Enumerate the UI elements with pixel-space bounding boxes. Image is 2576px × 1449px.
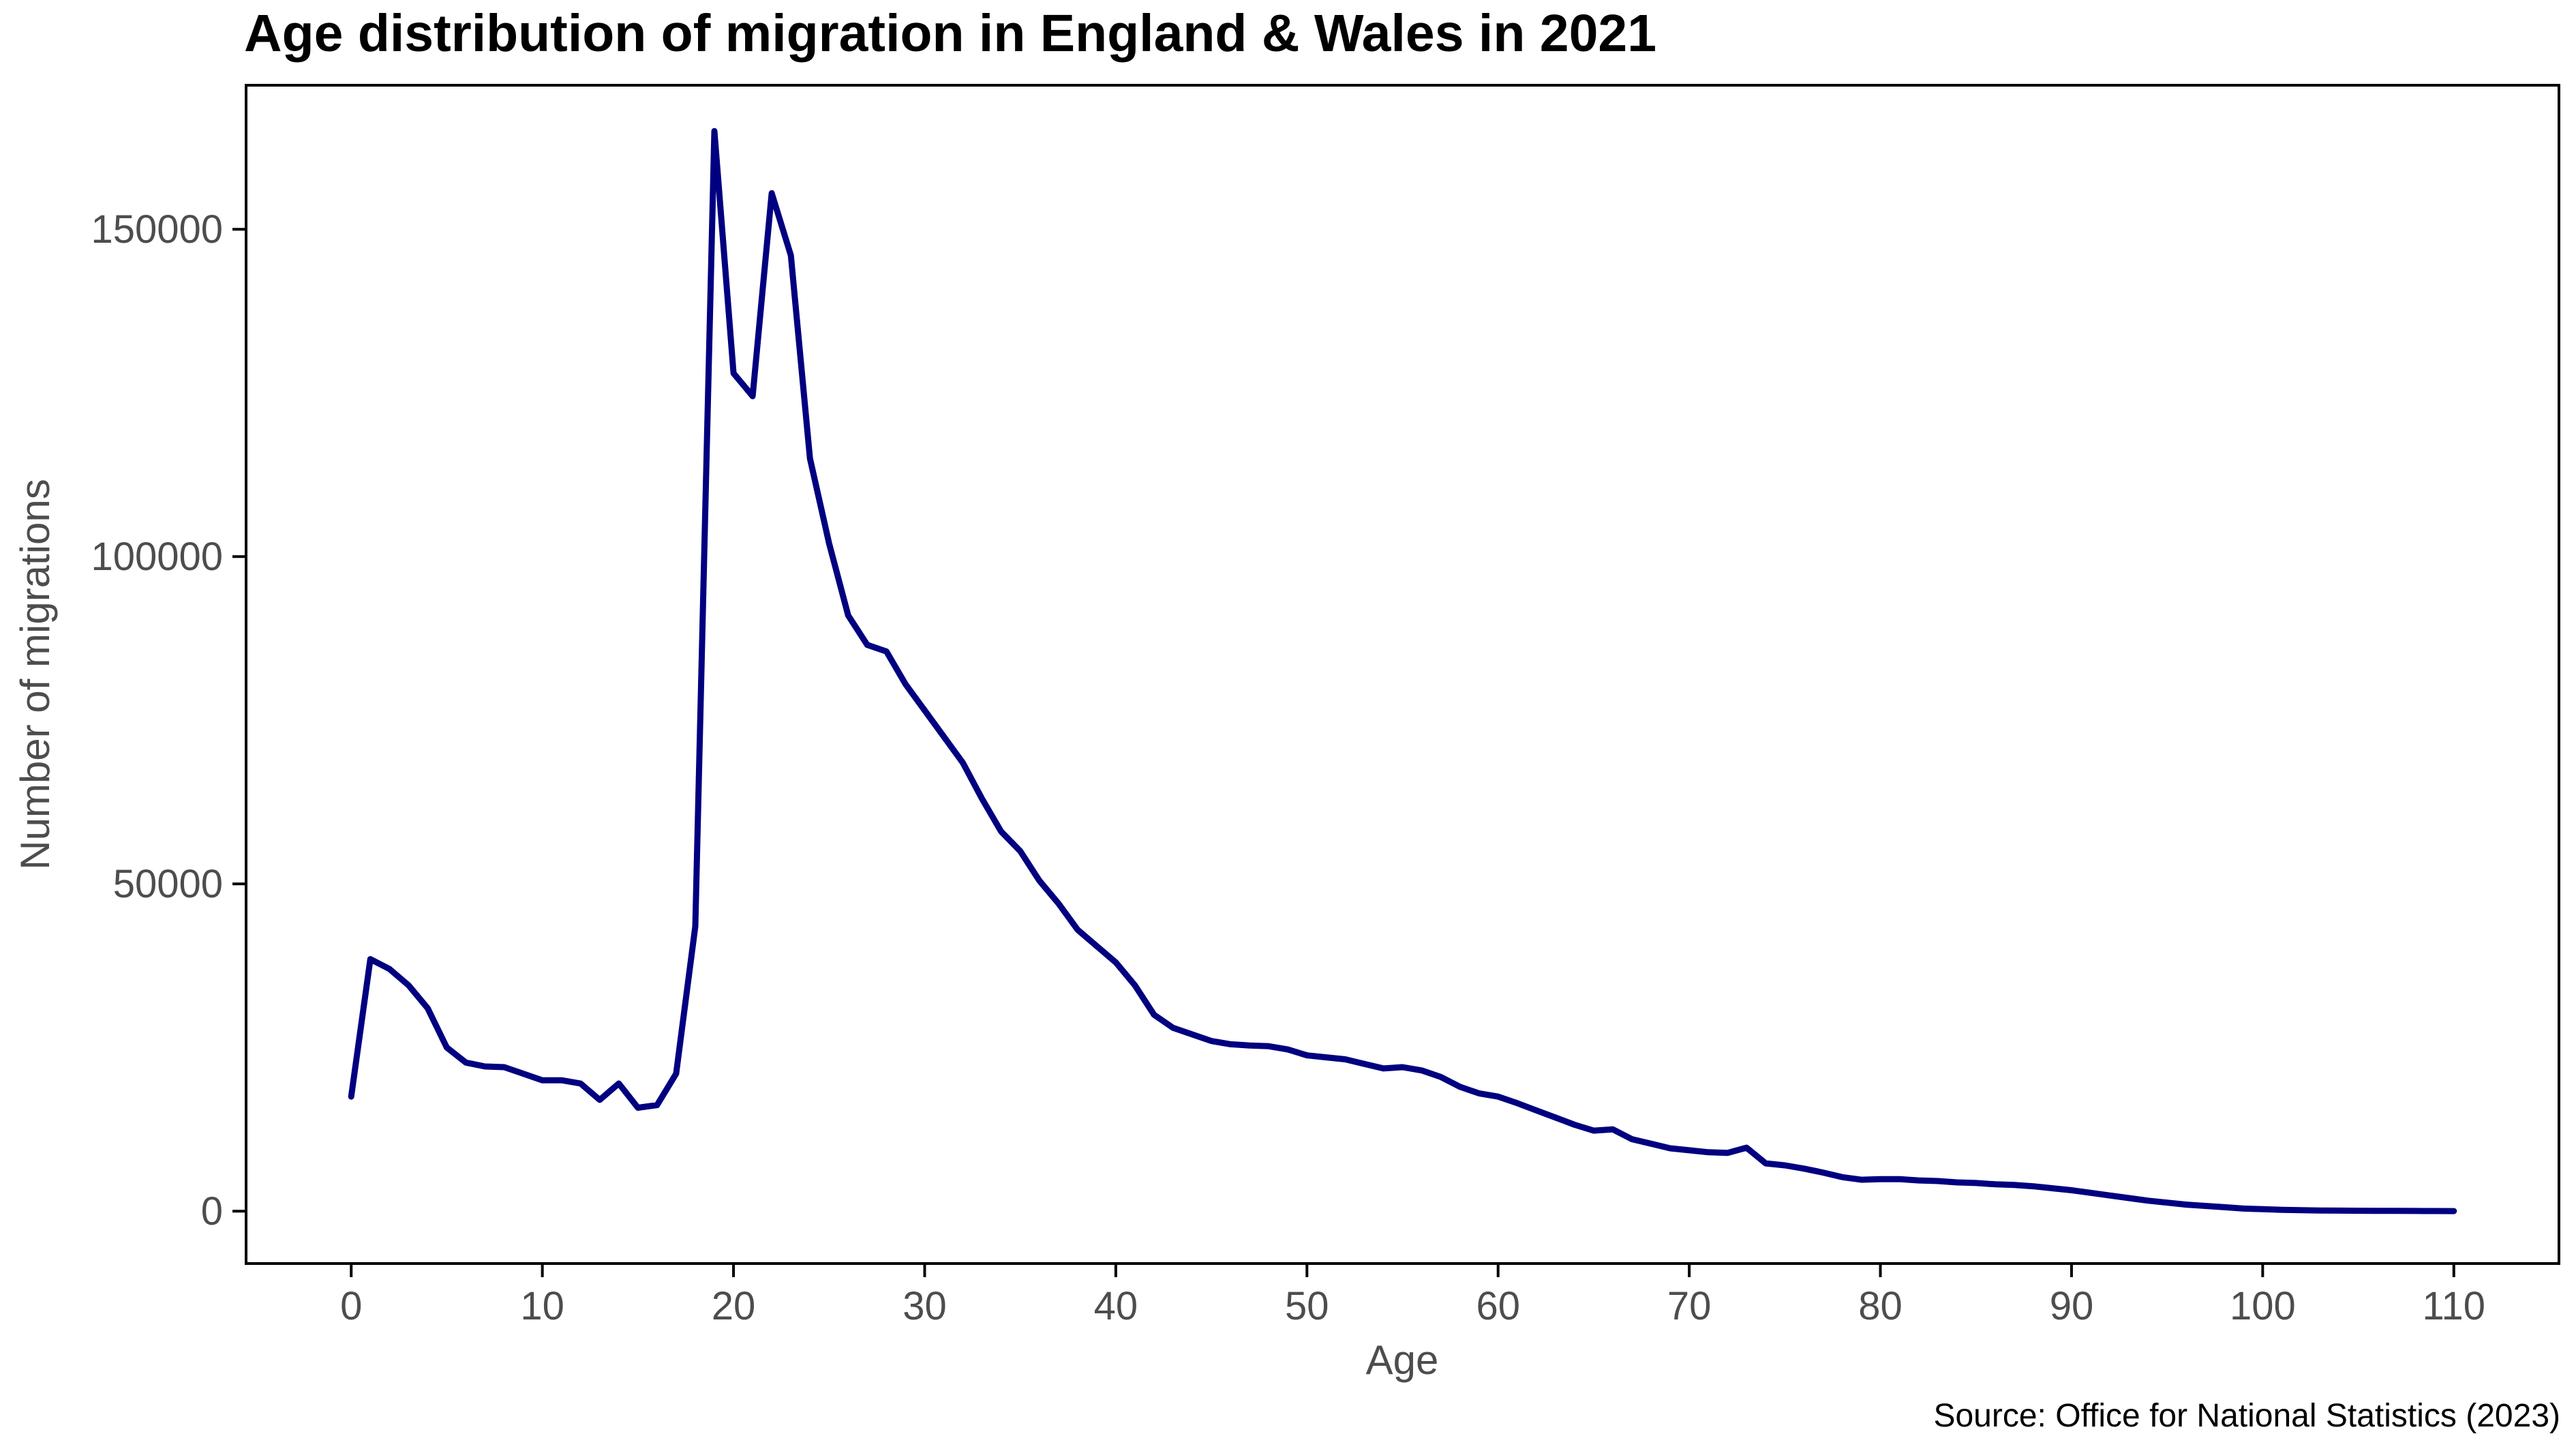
x-tick-label: 30: [903, 1284, 947, 1328]
y-tick-label: 100000: [91, 535, 223, 579]
x-tick-label: 70: [1667, 1284, 1712, 1328]
y-axis-label: Number of migrations: [12, 479, 58, 870]
x-axis-ticks: 0 10 20 30 40 50 60 70 80 90 100 110: [340, 1264, 2485, 1328]
x-tick-label: 110: [2423, 1284, 2485, 1328]
x-tick-label: 0: [340, 1284, 362, 1328]
x-tick-label: 50: [1285, 1284, 1329, 1328]
migration-line: [348, 128, 2457, 1214]
y-axis-ticks: 0 50000 100000 150000: [91, 207, 246, 1234]
x-tick-label: 20: [712, 1284, 756, 1328]
x-axis-label: Age: [1366, 1337, 1439, 1383]
x-tick-label: 90: [2050, 1284, 2094, 1328]
y-tick-label: 150000: [91, 207, 223, 252]
x-tick-label: 80: [1858, 1284, 1903, 1328]
x-tick-label: 60: [1476, 1284, 1520, 1328]
chart-title: Age distribution of migration in England…: [244, 4, 1656, 63]
x-tick-label: 40: [1094, 1284, 1138, 1328]
y-tick-label: 50000: [113, 862, 223, 906]
x-tick-label: 100: [2230, 1284, 2296, 1328]
y-tick-label: 0: [201, 1189, 223, 1234]
x-tick-label: 10: [520, 1284, 564, 1328]
source-note: Source: Office for National Statistics (…: [1933, 1398, 2560, 1434]
plot-frame: [245, 84, 2560, 1265]
